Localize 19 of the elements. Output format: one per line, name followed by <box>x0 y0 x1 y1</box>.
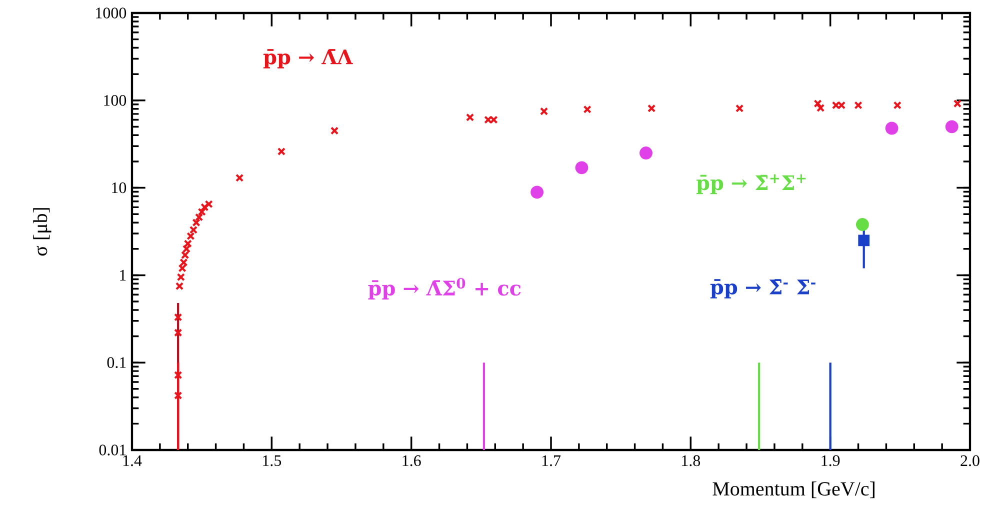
x-tick-label: 1.6 <box>402 455 421 466</box>
y-axis-title: σ [μb] <box>33 208 52 256</box>
y-tick-label: 10 <box>112 182 126 194</box>
y-tick-label: 1000 <box>96 8 126 18</box>
x-tick-label: 1.5 <box>263 455 282 466</box>
x-tick-label: 1.7 <box>542 455 561 466</box>
y-tick-label: 0.01 <box>99 444 126 456</box>
text: p̄p → Σ̄$^{+}$Σ$^{+}$ <box>696 174 806 194</box>
text: p̄p → Σ̄$^{-}$ Σ$^{-}$ <box>710 279 816 298</box>
x-tick-label: 1.9 <box>822 455 840 466</box>
y-tick-label: 100 <box>104 94 126 106</box>
x-tick-label: 1.8 <box>682 455 700 466</box>
x-tick-label: 1.4 <box>123 455 142 466</box>
x-tick-label: 2.0 <box>960 455 980 466</box>
x-axis-title: Momentum [GeV/c] <box>712 482 874 498</box>
text: p̄p → Λ̄Λ <box>263 49 353 68</box>
text: p̄p → Λ̄Σ$^{0}$ + cc <box>368 278 521 300</box>
y-tick-label: 1 <box>120 270 126 280</box>
y-tick-label: 0.1 <box>107 357 126 368</box>
